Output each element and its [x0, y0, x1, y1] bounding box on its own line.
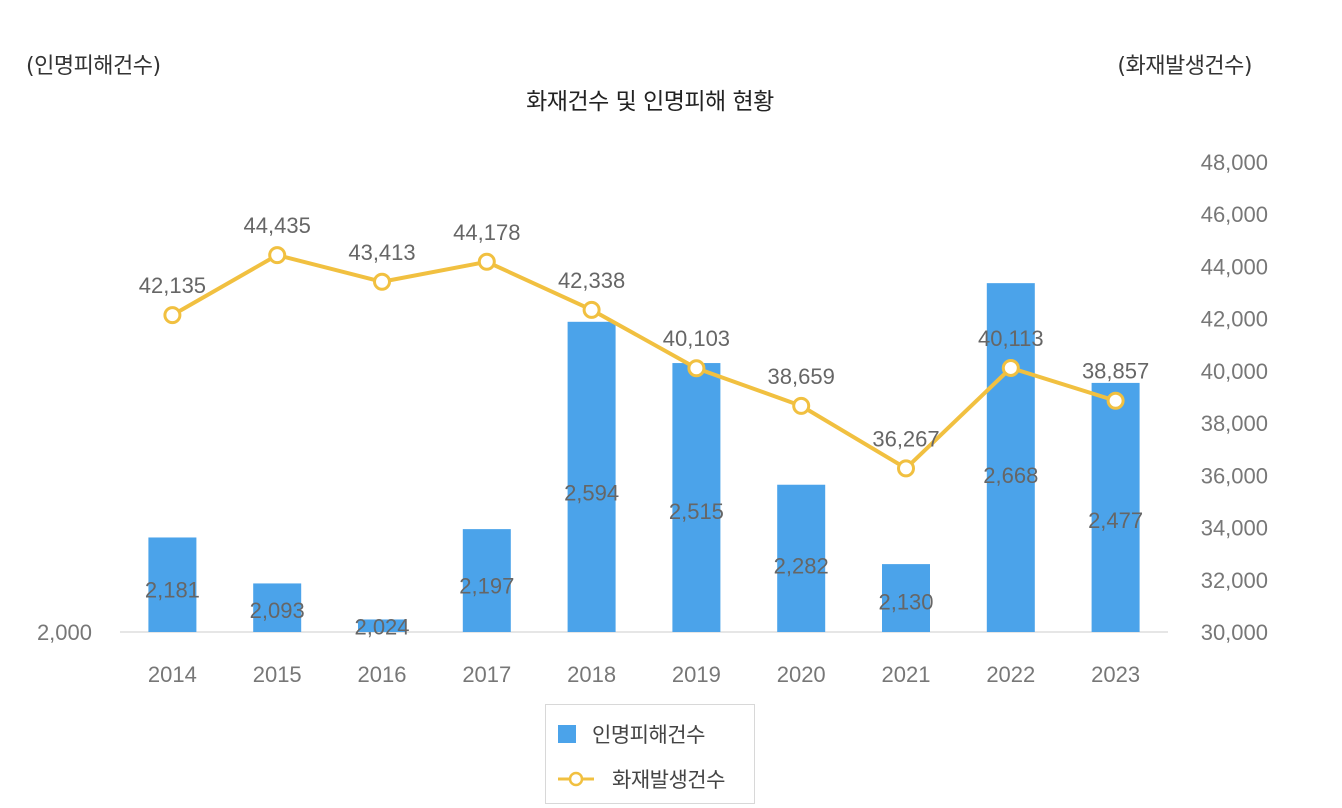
bar-injury: [882, 564, 930, 632]
line-fire-series: [171, 253, 1117, 471]
chart-plot: 2,000 30,000 32,000 34,000 36,000 38,000 40,00…: [37, 150, 1268, 687]
right-axis-unit-label: (화재발생건수): [1117, 54, 1252, 79]
line-data-label: 43,413: [348, 240, 415, 265]
bar-injury: [986, 283, 1035, 632]
left-axis-unit-label: (인명피해건수): [26, 54, 161, 79]
line-data-label: 38,659: [768, 364, 835, 389]
bar-injury: [148, 537, 197, 632]
bar-injury: [1091, 382, 1140, 632]
legend-label-fire: 화재발생건수: [612, 768, 725, 792]
bar-injury: [567, 321, 616, 632]
x-axis-tick-label: 2019: [672, 662, 721, 687]
line-data-label: 40,113: [978, 326, 1044, 351]
line-point-fire: [897, 459, 915, 478]
bar-data-label: 2,130: [878, 589, 933, 614]
right-axis-tick-label: 44,000: [1201, 254, 1268, 279]
right-axis-tick-label: 38,000: [1201, 411, 1268, 436]
bar-injury: [777, 484, 826, 632]
legend-line-swatch: [556, 769, 596, 789]
right-axis-tick-label: 46,000: [1201, 202, 1268, 227]
x-axis-tick-label: 2018: [567, 662, 616, 687]
bar-data-label: 2,181: [145, 577, 200, 602]
line-point-fire: [373, 272, 391, 291]
right-axis-tick-label: 30,000: [1201, 620, 1268, 645]
bar-data-label: 2,668: [983, 463, 1038, 488]
bar-injury: [672, 363, 721, 632]
legend-item-injury: 인명피해건수: [558, 717, 705, 751]
line-point-fire: [792, 396, 811, 415]
x-axis-tick-label: 2017: [462, 662, 511, 687]
x-axis-tick-label: 2014: [148, 662, 197, 687]
line-point-fire: [1001, 358, 1020, 377]
bar-injury: [462, 529, 511, 632]
bar-data-label: 2,477: [1088, 508, 1143, 533]
bar-data-label: 2,197: [459, 574, 514, 599]
line-data-label: 44,178: [453, 220, 520, 245]
line-point-fire: [163, 306, 182, 325]
bar-data-label: 2,093: [250, 598, 305, 623]
x-axis-tick-label: 2020: [777, 662, 826, 687]
legend-bar-swatch: [558, 725, 576, 743]
right-axis-tick-label: 36,000: [1201, 463, 1268, 488]
line-data-label: 44,435: [244, 213, 311, 238]
x-axis-tick-label: 2021: [882, 662, 931, 687]
right-axis-tick-label: 32,000: [1201, 568, 1268, 593]
bar-data-label: 2,024: [354, 614, 409, 639]
bar-injury: [358, 619, 406, 632]
line-point-fire: [268, 246, 287, 265]
line-data-label: 36,267: [872, 426, 939, 451]
chart-title: 화재건수 및 인명피해 현황: [526, 89, 774, 115]
bar-data-label: 2,282: [774, 554, 829, 579]
line-point-fire: [582, 300, 601, 319]
legend: 인명피해건수 화재발생건수: [545, 704, 755, 804]
left-axis-tick-label: 2,000: [37, 620, 92, 645]
right-axis-tick-label: 42,000: [1201, 307, 1268, 332]
x-axis-tick-label: 2016: [358, 662, 407, 687]
bar-injury: [253, 583, 302, 632]
legend-item-fire: 화재발생건수: [556, 762, 725, 796]
x-axis-tick-label: 2023: [1091, 662, 1140, 687]
line-data-label: 40,103: [663, 326, 730, 351]
x-axis-tick-label: 2015: [253, 662, 302, 687]
line-data-label: 42,135: [139, 273, 206, 298]
line-data-label: 38,857: [1082, 359, 1149, 384]
bar-data-label: 2,594: [564, 480, 619, 505]
x-axis-tick-label: 2022: [986, 662, 1035, 687]
line-point-fire: [1106, 391, 1125, 410]
line-point-fire: [687, 359, 706, 378]
legend-label-injury: 인명피해건수: [592, 723, 705, 747]
line-data-label: 42,338: [558, 268, 625, 293]
bar-data-label: 2,515: [669, 499, 724, 524]
line-point-fire: [477, 252, 496, 271]
right-axis-tick-label: 48,000: [1201, 150, 1268, 175]
right-axis-tick-label: 34,000: [1201, 516, 1268, 541]
right-axis-tick-label: 40,000: [1201, 359, 1268, 384]
